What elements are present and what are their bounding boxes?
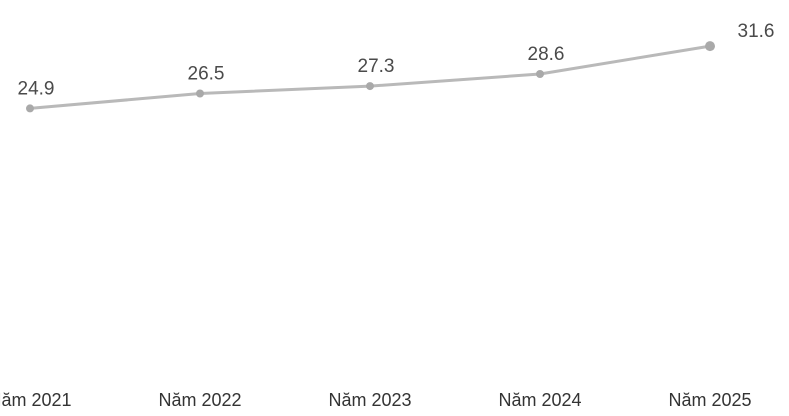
data-point-marker [705, 41, 715, 52]
data-point-marker [26, 104, 34, 113]
data-label: 24.9 [18, 78, 55, 99]
x-tick-label: Năm 2021 [0, 390, 72, 410]
data-label: 28.6 [528, 44, 565, 65]
marker-layer [26, 41, 715, 113]
data-point-marker [536, 70, 544, 78]
data-label-layer: 24.9 26.5 27.3 28.6 31.6 [18, 21, 775, 99]
data-label: 27.3 [358, 56, 395, 77]
x-tick-label: Năm 2024 [498, 390, 581, 410]
x-tick-label: Năm 2022 [158, 390, 241, 410]
data-label: 31.6 [738, 21, 775, 42]
data-point-marker [196, 89, 204, 98]
x-axis-tick-labels: Năm 2021 Năm 2022 Năm 2023 Năm 2024 Năm 2025 [0, 390, 752, 410]
data-label: 26.5 [188, 64, 225, 85]
data-point-marker [366, 82, 374, 91]
x-tick-label: Năm 2023 [328, 390, 411, 410]
x-tick-label: Năm 2025 [668, 390, 751, 410]
